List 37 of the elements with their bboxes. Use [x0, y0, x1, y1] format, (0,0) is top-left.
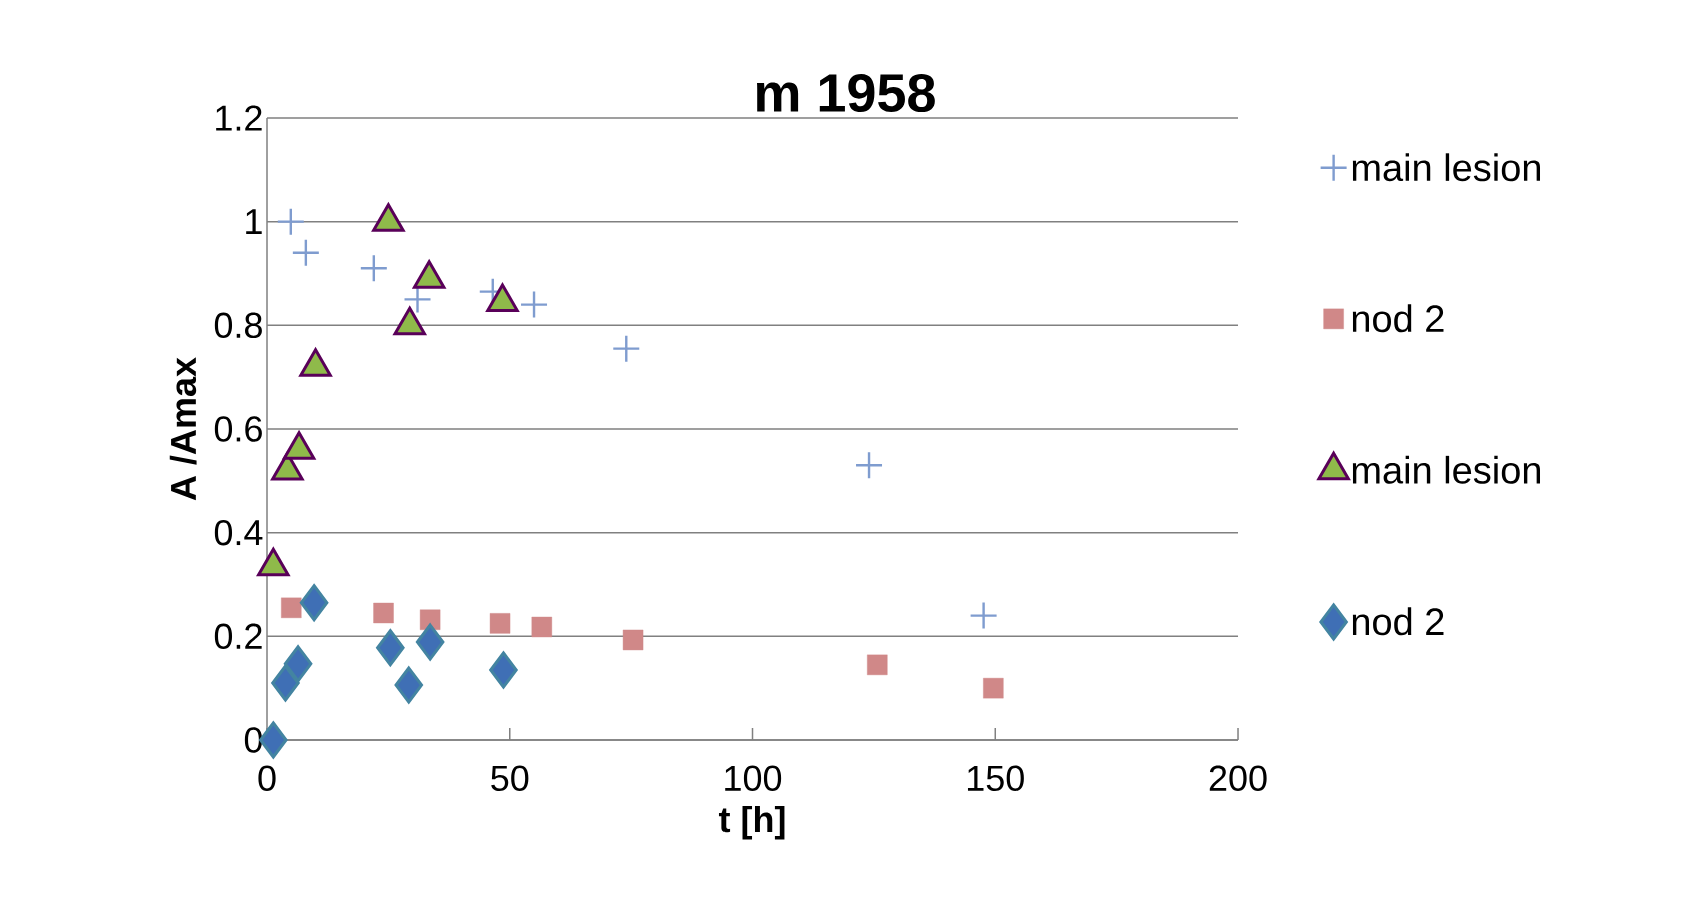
x-tick-label: 100 [725, 765, 782, 792]
x-tick-label: 50 [491, 765, 529, 792]
legend-label: main lesion [1352, 455, 1540, 484]
point [983, 677, 1004, 699]
point [373, 602, 394, 624]
point [531, 616, 552, 638]
point [277, 208, 304, 235]
point [299, 584, 329, 622]
y-tick-label: 0.8 [214, 312, 262, 339]
point [970, 602, 997, 629]
y-tick-label: 0.4 [214, 519, 263, 546]
point [613, 335, 640, 362]
point [622, 629, 644, 651]
point [283, 645, 313, 683]
point [521, 291, 548, 318]
point [281, 597, 302, 619]
legend-label: nod 2 [1352, 304, 1444, 333]
point [360, 255, 387, 282]
point [376, 629, 405, 667]
y-tick-label: 1 [246, 209, 262, 235]
chart-title: m 1958 [757, 73, 935, 113]
y-axis-title: A /Amax [169, 357, 197, 501]
y-tick-label: 0.6 [214, 416, 262, 442]
point [394, 666, 424, 704]
point [489, 651, 518, 689]
x-axis-title: t [h] [718, 805, 785, 840]
legend-label: nod 2 [1352, 607, 1444, 636]
point [489, 613, 511, 634]
point [271, 664, 300, 702]
x-tick-label: 200 [1209, 765, 1267, 792]
point [415, 623, 445, 661]
x-tick-label: 150 [967, 765, 1024, 792]
legend-label: main lesion [1352, 153, 1540, 182]
point [867, 654, 888, 676]
point [404, 286, 431, 313]
y-tick-label: 1.2 [216, 105, 262, 131]
y-tick-label: 0.2 [214, 623, 262, 650]
